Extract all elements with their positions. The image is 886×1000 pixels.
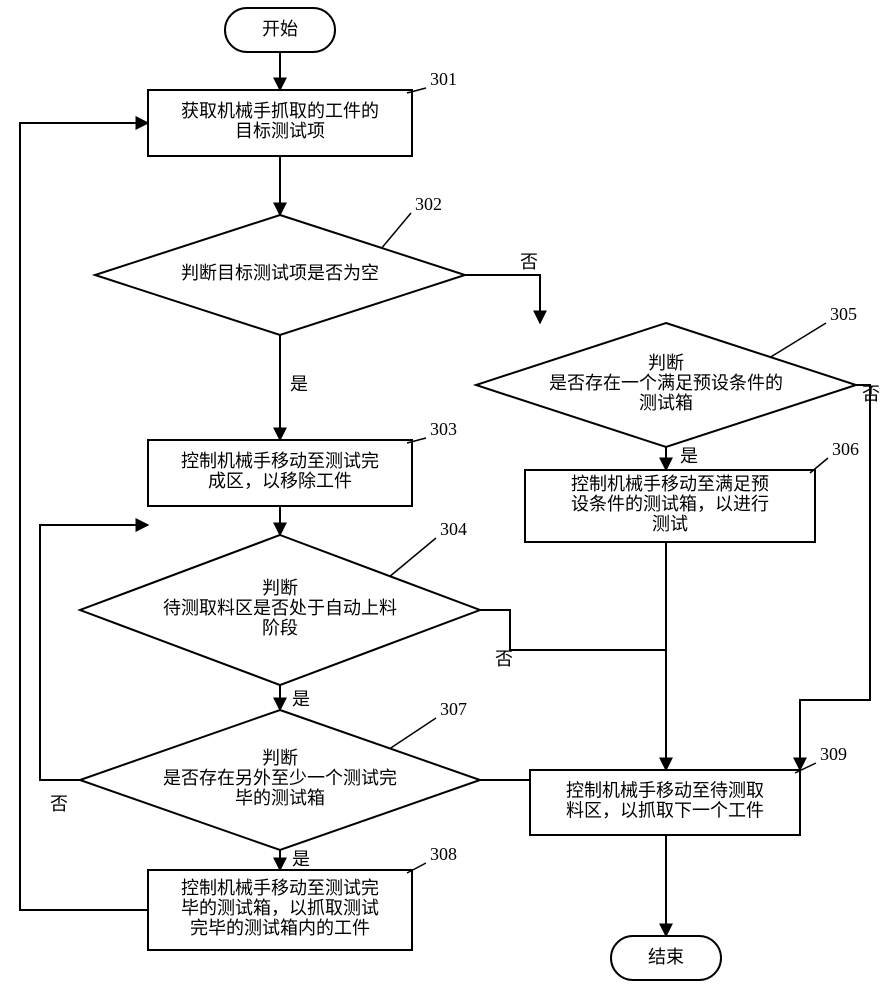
process-p309-line: 控制机械手移动至待测取 — [566, 781, 764, 801]
branch-label: 是 — [680, 446, 698, 466]
process-p308-line: 控制机械手移动至测试完 — [181, 878, 379, 898]
terminal-end-label: 结束 — [648, 947, 684, 967]
decision-d305-line: 是否存在一个满足预设条件的 — [549, 373, 783, 393]
process-p301: 获取机械手抓取的工件的目标测试项 301 — [148, 69, 457, 156]
connector — [465, 275, 540, 323]
process-p308-line: 毕的测试箱，以抓取测试 — [181, 898, 379, 918]
decision-d305: 判断是否存在一个满足预设条件的测试箱 305 — [476, 304, 857, 447]
decision-d302-line: 判断目标测试项是否为空 — [181, 263, 379, 283]
process-p303-line: 成区，以移除工件 — [208, 471, 352, 491]
ref-p308: 308 — [430, 844, 457, 864]
process-p306-line: 测试 — [652, 514, 688, 534]
process-p303-line: 控制机械手移动至测试完 — [181, 451, 379, 471]
decision-d302: 判断目标测试项是否为空 302 — [95, 194, 465, 335]
process-p306-line: 设条件的测试箱，以进行 — [571, 494, 769, 514]
ref-p303: 303 — [430, 419, 457, 439]
ref-p301: 301 — [430, 69, 457, 89]
branch-label: 否 — [862, 384, 880, 404]
decision-d307-line: 判断 — [262, 748, 298, 768]
branch-label: 否 — [520, 252, 538, 272]
decision-d304-line: 判断 — [262, 578, 298, 598]
ref-d304: 304 — [440, 519, 467, 539]
terminal-end: 结束 — [611, 936, 721, 980]
process-p301-line: 获取机械手抓取的工件的 — [181, 101, 379, 121]
branch-label: 否 — [50, 794, 68, 814]
decision-d305-line: 判断 — [648, 353, 684, 373]
decision-d307: 判断是否存在另外至少一个测试完毕的测试箱 307 — [80, 699, 480, 850]
decision-d304-line: 待测取料区是否处于自动上料 — [163, 598, 397, 618]
branch-label: 是 — [290, 374, 308, 394]
process-p303: 控制机械手移动至测试完成区，以移除工件 303 — [148, 419, 457, 506]
decision-d305-line: 测试箱 — [639, 393, 693, 413]
decision-d304-line: 阶段 — [262, 618, 298, 638]
terminal-start-label: 开始 — [262, 19, 298, 39]
ref-d305: 305 — [830, 304, 857, 324]
connector — [40, 525, 148, 780]
ref-p306: 306 — [832, 439, 859, 459]
process-p308-line: 完毕的测试箱内的工件 — [190, 918, 370, 938]
decision-d307-line: 毕的测试箱 — [235, 788, 325, 808]
ref-p309: 309 — [820, 744, 847, 764]
process-p309-line: 料区，以抓取下一个工件 — [566, 801, 764, 821]
process-p301-line: 目标测试项 — [235, 121, 325, 141]
branch-label: 是 — [292, 849, 310, 869]
connector — [480, 610, 666, 650]
decision-d307-line: 是否存在另外至少一个测试完 — [163, 768, 397, 788]
terminal-start: 开始 — [225, 8, 335, 52]
branch-label: 是 — [292, 689, 310, 709]
process-p306-line: 控制机械手移动至满足预 — [571, 474, 769, 494]
ref-d307: 307 — [440, 699, 467, 719]
decision-d304: 判断待测取料区是否处于自动上料阶段 304 — [80, 519, 480, 685]
ref-d302: 302 — [415, 194, 442, 214]
branch-label: 否 — [495, 649, 513, 669]
